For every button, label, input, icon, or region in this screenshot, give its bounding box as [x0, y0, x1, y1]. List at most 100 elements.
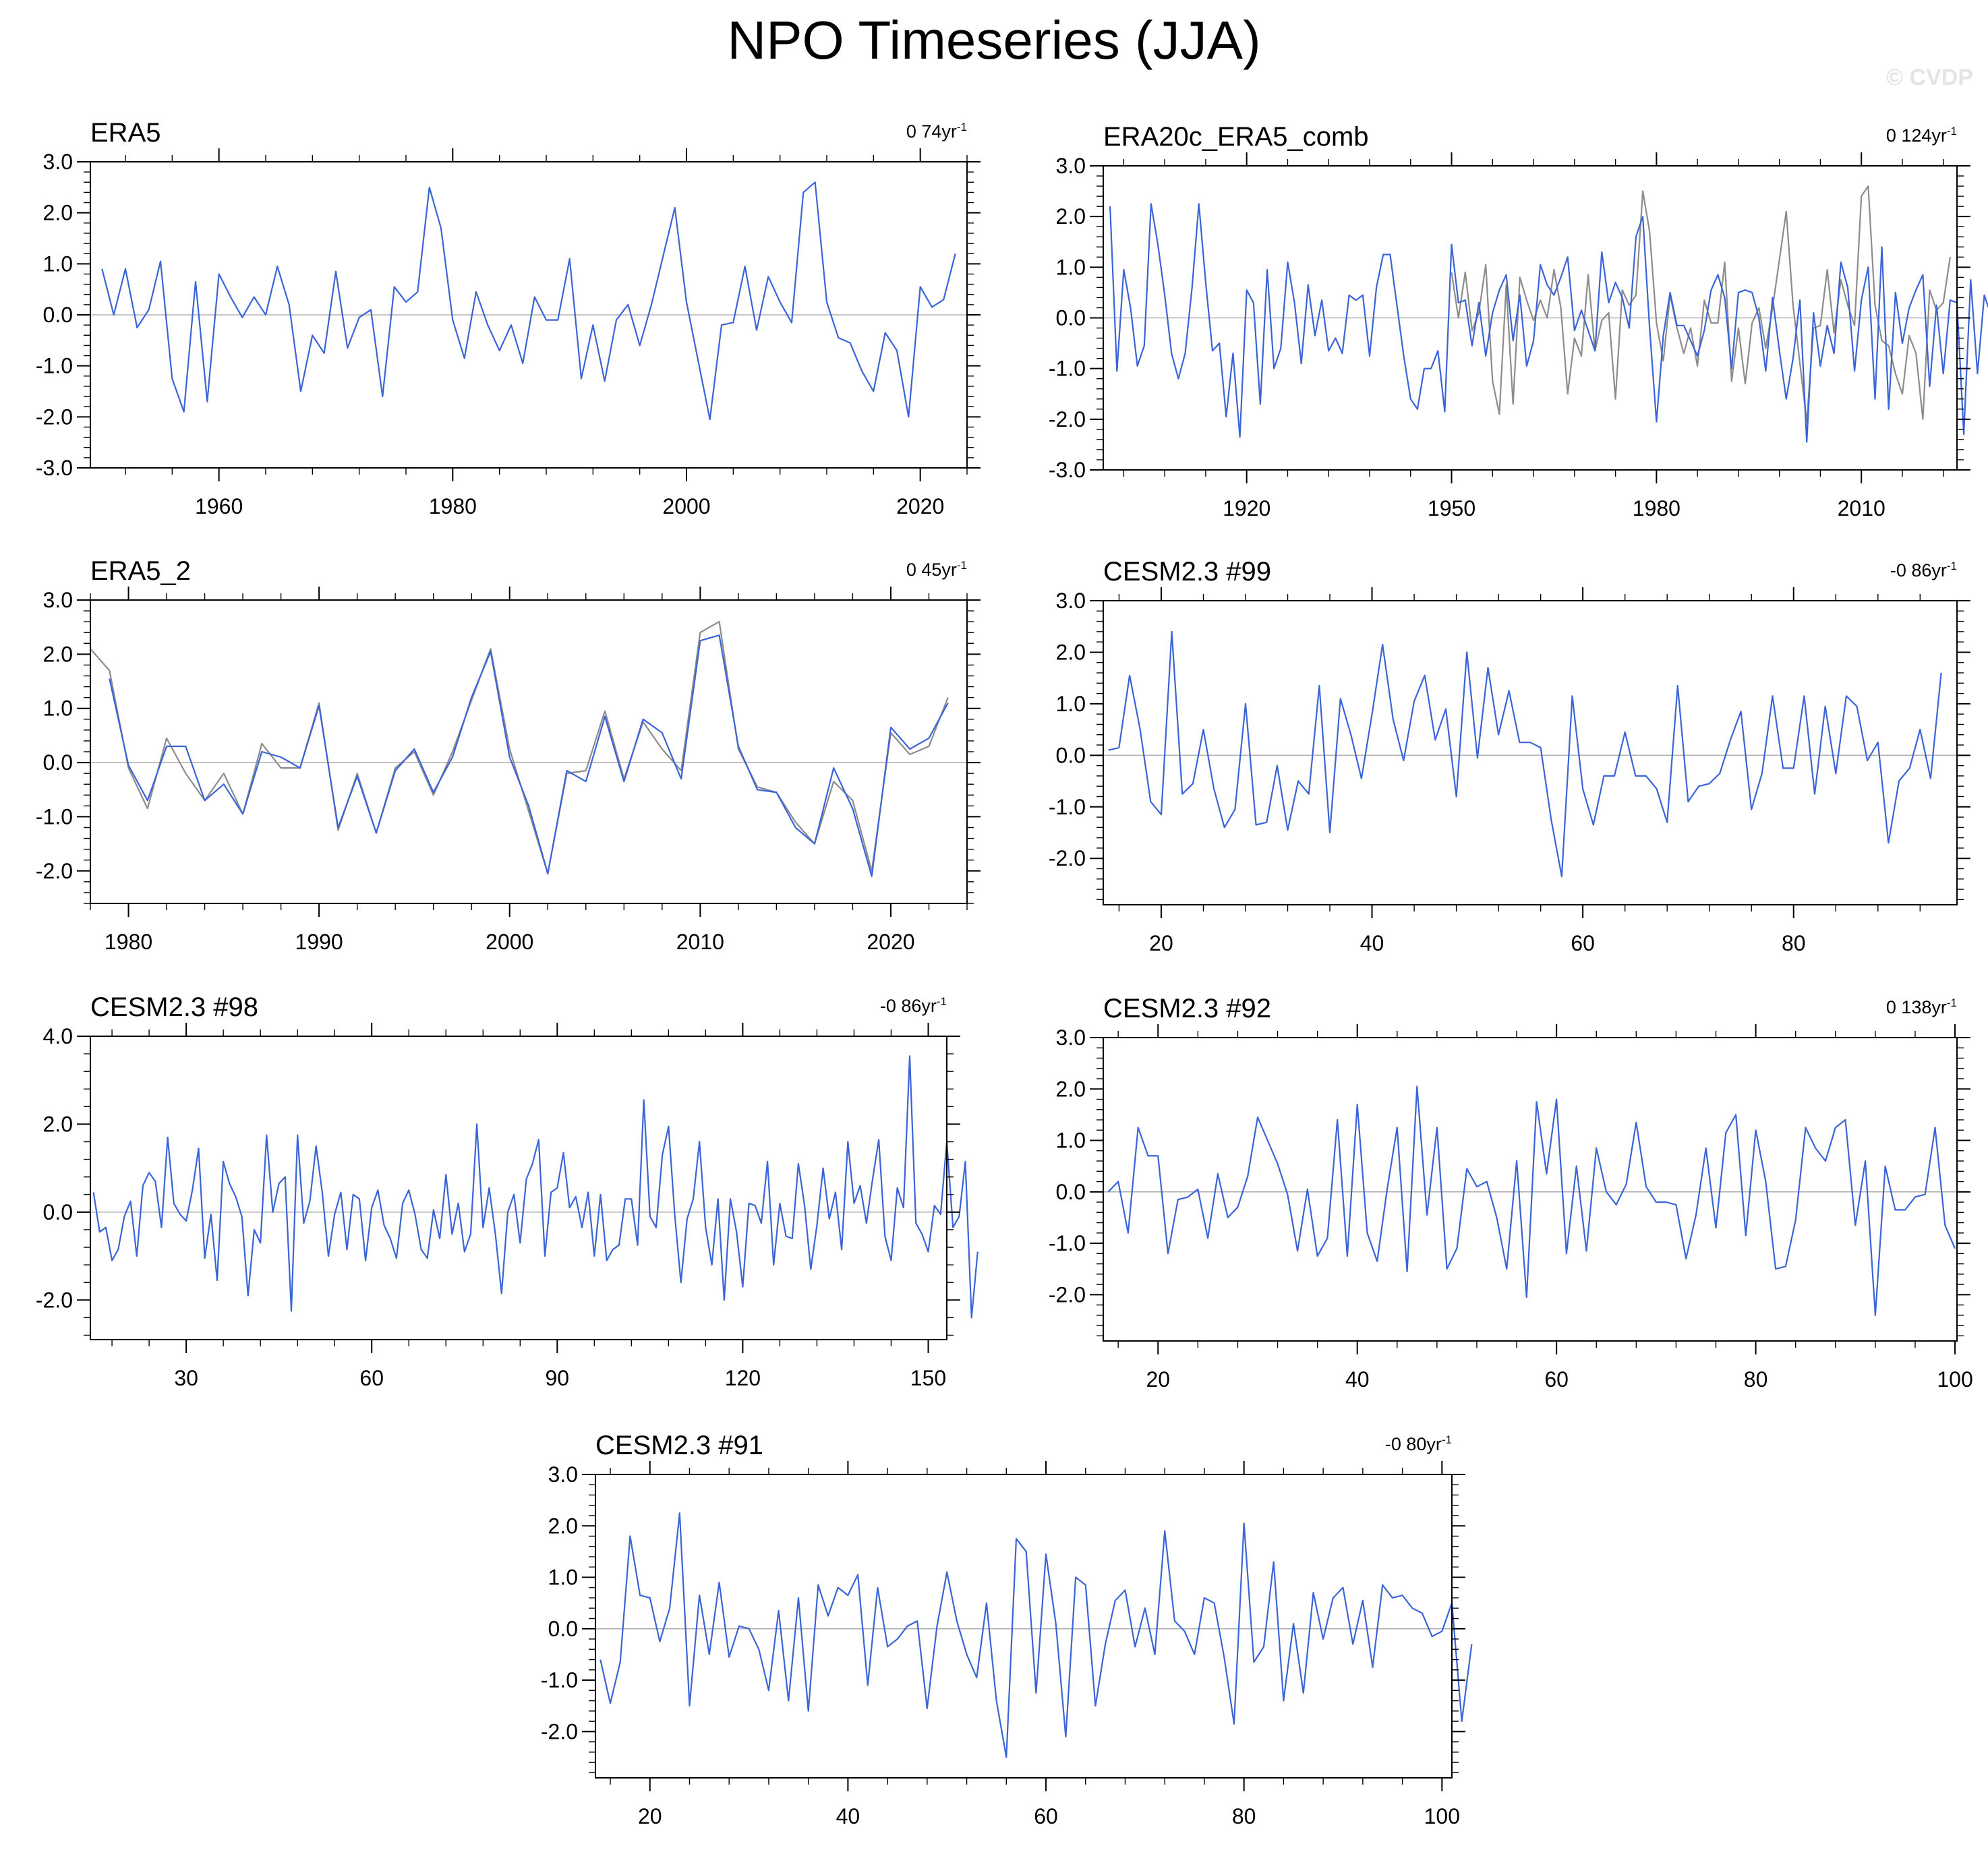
y-tick-label: 0.0 — [43, 1200, 73, 1224]
series-line-cesm2-3-91 — [600, 1512, 1473, 1758]
trend-label: -0 80yr-1 — [1385, 1433, 1452, 1454]
x-tick-label: 1960 — [195, 494, 243, 518]
series-line-era5 — [90, 620, 949, 874]
trend-label: 0 74yr-1 — [906, 121, 967, 142]
y-tick-label: 0.0 — [43, 750, 73, 775]
y-tick-label: -1.0 — [36, 804, 73, 829]
y-tick-label: -2.0 — [541, 1719, 578, 1743]
y-tick-label: 3.0 — [1056, 1025, 1086, 1050]
y-tick-label: -2.0 — [1049, 407, 1086, 431]
panel-3: ERA5_2 0 45yr-1 -2.0 -1.0 0.0 1.0 2.0 3.0 1980 19… — [36, 556, 981, 954]
x-tick-label: 20 — [1149, 931, 1173, 955]
y-tick-label: 3.0 — [1056, 154, 1086, 178]
y-tick-label: 2.0 — [1056, 1077, 1086, 1101]
series-line-era5 — [101, 181, 956, 421]
y-tick-label: 1.0 — [43, 251, 73, 276]
series-line-cesm2-3-92 — [1107, 1085, 1956, 1317]
trend-label: 0 124yr-1 — [1886, 125, 1957, 146]
y-tick-label: 2.0 — [43, 642, 73, 666]
panel-6: CESM2.3 #92 0 138yr-1 -2.0 -1.0 0.0 1.0 2.0 3.0… — [1049, 994, 1973, 1392]
y-tick-label: 1.0 — [1056, 255, 1086, 279]
y-tick-label: 4.0 — [43, 1024, 73, 1048]
panel-title: CESM2.3 #99 — [1103, 557, 1271, 587]
y-tick-label: 0.0 — [1056, 743, 1086, 767]
panel-title: CESM2.3 #91 — [595, 1431, 763, 1460]
x-tick-label: 2010 — [1838, 496, 1885, 520]
x-tick-label: 1980 — [1633, 496, 1680, 520]
y-tick-label: 3.0 — [43, 150, 73, 174]
x-tick-label: 80 — [1744, 1367, 1768, 1392]
x-tick-label: 60 — [1571, 931, 1595, 955]
y-tick-label: -1.0 — [541, 1668, 578, 1692]
y-tick-label: 0.0 — [1056, 1180, 1086, 1204]
x-tick-label: 40 — [1360, 931, 1384, 955]
y-tick-label: -2.0 — [1049, 1282, 1086, 1307]
y-tick-label: 0.0 — [1056, 306, 1086, 330]
x-tick-label: 1950 — [1428, 496, 1475, 520]
y-tick-label: 2.0 — [1056, 204, 1086, 229]
plot-frame — [1103, 1037, 1958, 1342]
x-tick-label: 90 — [546, 1366, 570, 1390]
x-tick-label: 2020 — [896, 494, 944, 518]
panel-5: CESM2.3 #98 -0 86yr-1 -2.0 0.0 2.0 4.0 30 60 90 1… — [36, 992, 978, 1390]
y-tick-label: 1.0 — [548, 1565, 578, 1590]
trend-label: -0 86yr-1 — [880, 995, 947, 1016]
y-tick-label: 0.0 — [43, 303, 73, 327]
y-tick-label: 3.0 — [1056, 589, 1086, 613]
series-line-cesm2-3-98 — [92, 1055, 978, 1319]
x-tick-label: 20 — [638, 1804, 662, 1828]
x-tick-label: 40 — [836, 1804, 860, 1828]
panel-2: ERA20c_ERA5_comb 0 124yr-1 -3.0 -2.0 -1.0 0.0… — [1049, 122, 1988, 520]
panel-title: CESM2.3 #98 — [90, 992, 258, 1022]
plot-frame — [1103, 600, 1958, 905]
y-tick-label: -2.0 — [36, 405, 73, 429]
x-tick-label: 2000 — [662, 494, 710, 518]
y-tick-label: 0.0 — [548, 1617, 578, 1641]
x-tick-label: 100 — [1937, 1367, 1972, 1392]
y-tick-label: 1.0 — [43, 696, 73, 721]
panel-4: CESM2.3 #99 -0 86yr-1 -2.0 -1.0 0.0 1.0 2.0 3.0… — [1049, 557, 1970, 955]
panel-title: ERA5 — [90, 118, 161, 148]
x-tick-label: 2010 — [676, 930, 724, 954]
y-tick-label: -2.0 — [36, 859, 73, 883]
figure-title: NPO Timeseries (JJA) — [727, 10, 1261, 70]
y-tick-label: 2.0 — [548, 1514, 578, 1538]
plot-frame — [595, 1474, 1453, 1779]
cvdp-watermark: © CVDP — [1886, 65, 1973, 90]
x-tick-label: 150 — [910, 1366, 946, 1390]
x-tick-label: 60 — [1034, 1804, 1058, 1828]
x-tick-label: 20 — [1146, 1367, 1170, 1392]
y-tick-label: -3.0 — [1049, 458, 1086, 482]
y-tick-label: -2.0 — [1049, 846, 1086, 870]
series-line-era5-2 — [109, 634, 949, 877]
y-tick-label: 2.0 — [43, 1112, 73, 1136]
y-tick-label: -1.0 — [1049, 795, 1086, 819]
y-tick-label: 1.0 — [1056, 1129, 1086, 1153]
panel-title: CESM2.3 #92 — [1103, 994, 1271, 1023]
y-tick-label: 1.0 — [1056, 692, 1086, 716]
panel-7: CESM2.3 #91 -0 80yr-1 -2.0 -1.0 0.0 1.0 2.0 3.0… — [541, 1431, 1473, 1828]
trend-label: 0 45yr-1 — [906, 559, 967, 580]
panel-1: ERA5 0 74yr-1 -3.0 -2.0 -1.0 0.0 1.0 2.0 3.0 1960… — [36, 118, 981, 518]
x-tick-label: 1990 — [295, 930, 343, 954]
y-tick-label: -1.0 — [1049, 1231, 1086, 1255]
x-tick-label: 80 — [1232, 1804, 1256, 1828]
series-line-era20c-era5-comb — [1109, 203, 1988, 443]
plot-frame — [90, 599, 968, 904]
panel-title: ERA5_2 — [90, 556, 191, 586]
series-line-era5 — [1451, 185, 1951, 423]
trend-label: 0 138yr-1 — [1886, 996, 1957, 1017]
x-tick-label: 60 — [359, 1366, 384, 1390]
x-tick-label: 40 — [1345, 1367, 1370, 1392]
x-tick-label: 1980 — [429, 494, 477, 518]
y-tick-label: 2.0 — [43, 201, 73, 225]
x-tick-label: 2020 — [867, 930, 914, 954]
y-tick-label: -3.0 — [36, 456, 73, 480]
trend-label: -0 86yr-1 — [1890, 560, 1957, 580]
x-tick-label: 1920 — [1223, 496, 1270, 520]
x-tick-label: 120 — [725, 1366, 761, 1390]
y-tick-label: 3.0 — [548, 1462, 578, 1487]
x-tick-label: 30 — [174, 1366, 198, 1390]
y-tick-label: 2.0 — [1056, 640, 1086, 664]
